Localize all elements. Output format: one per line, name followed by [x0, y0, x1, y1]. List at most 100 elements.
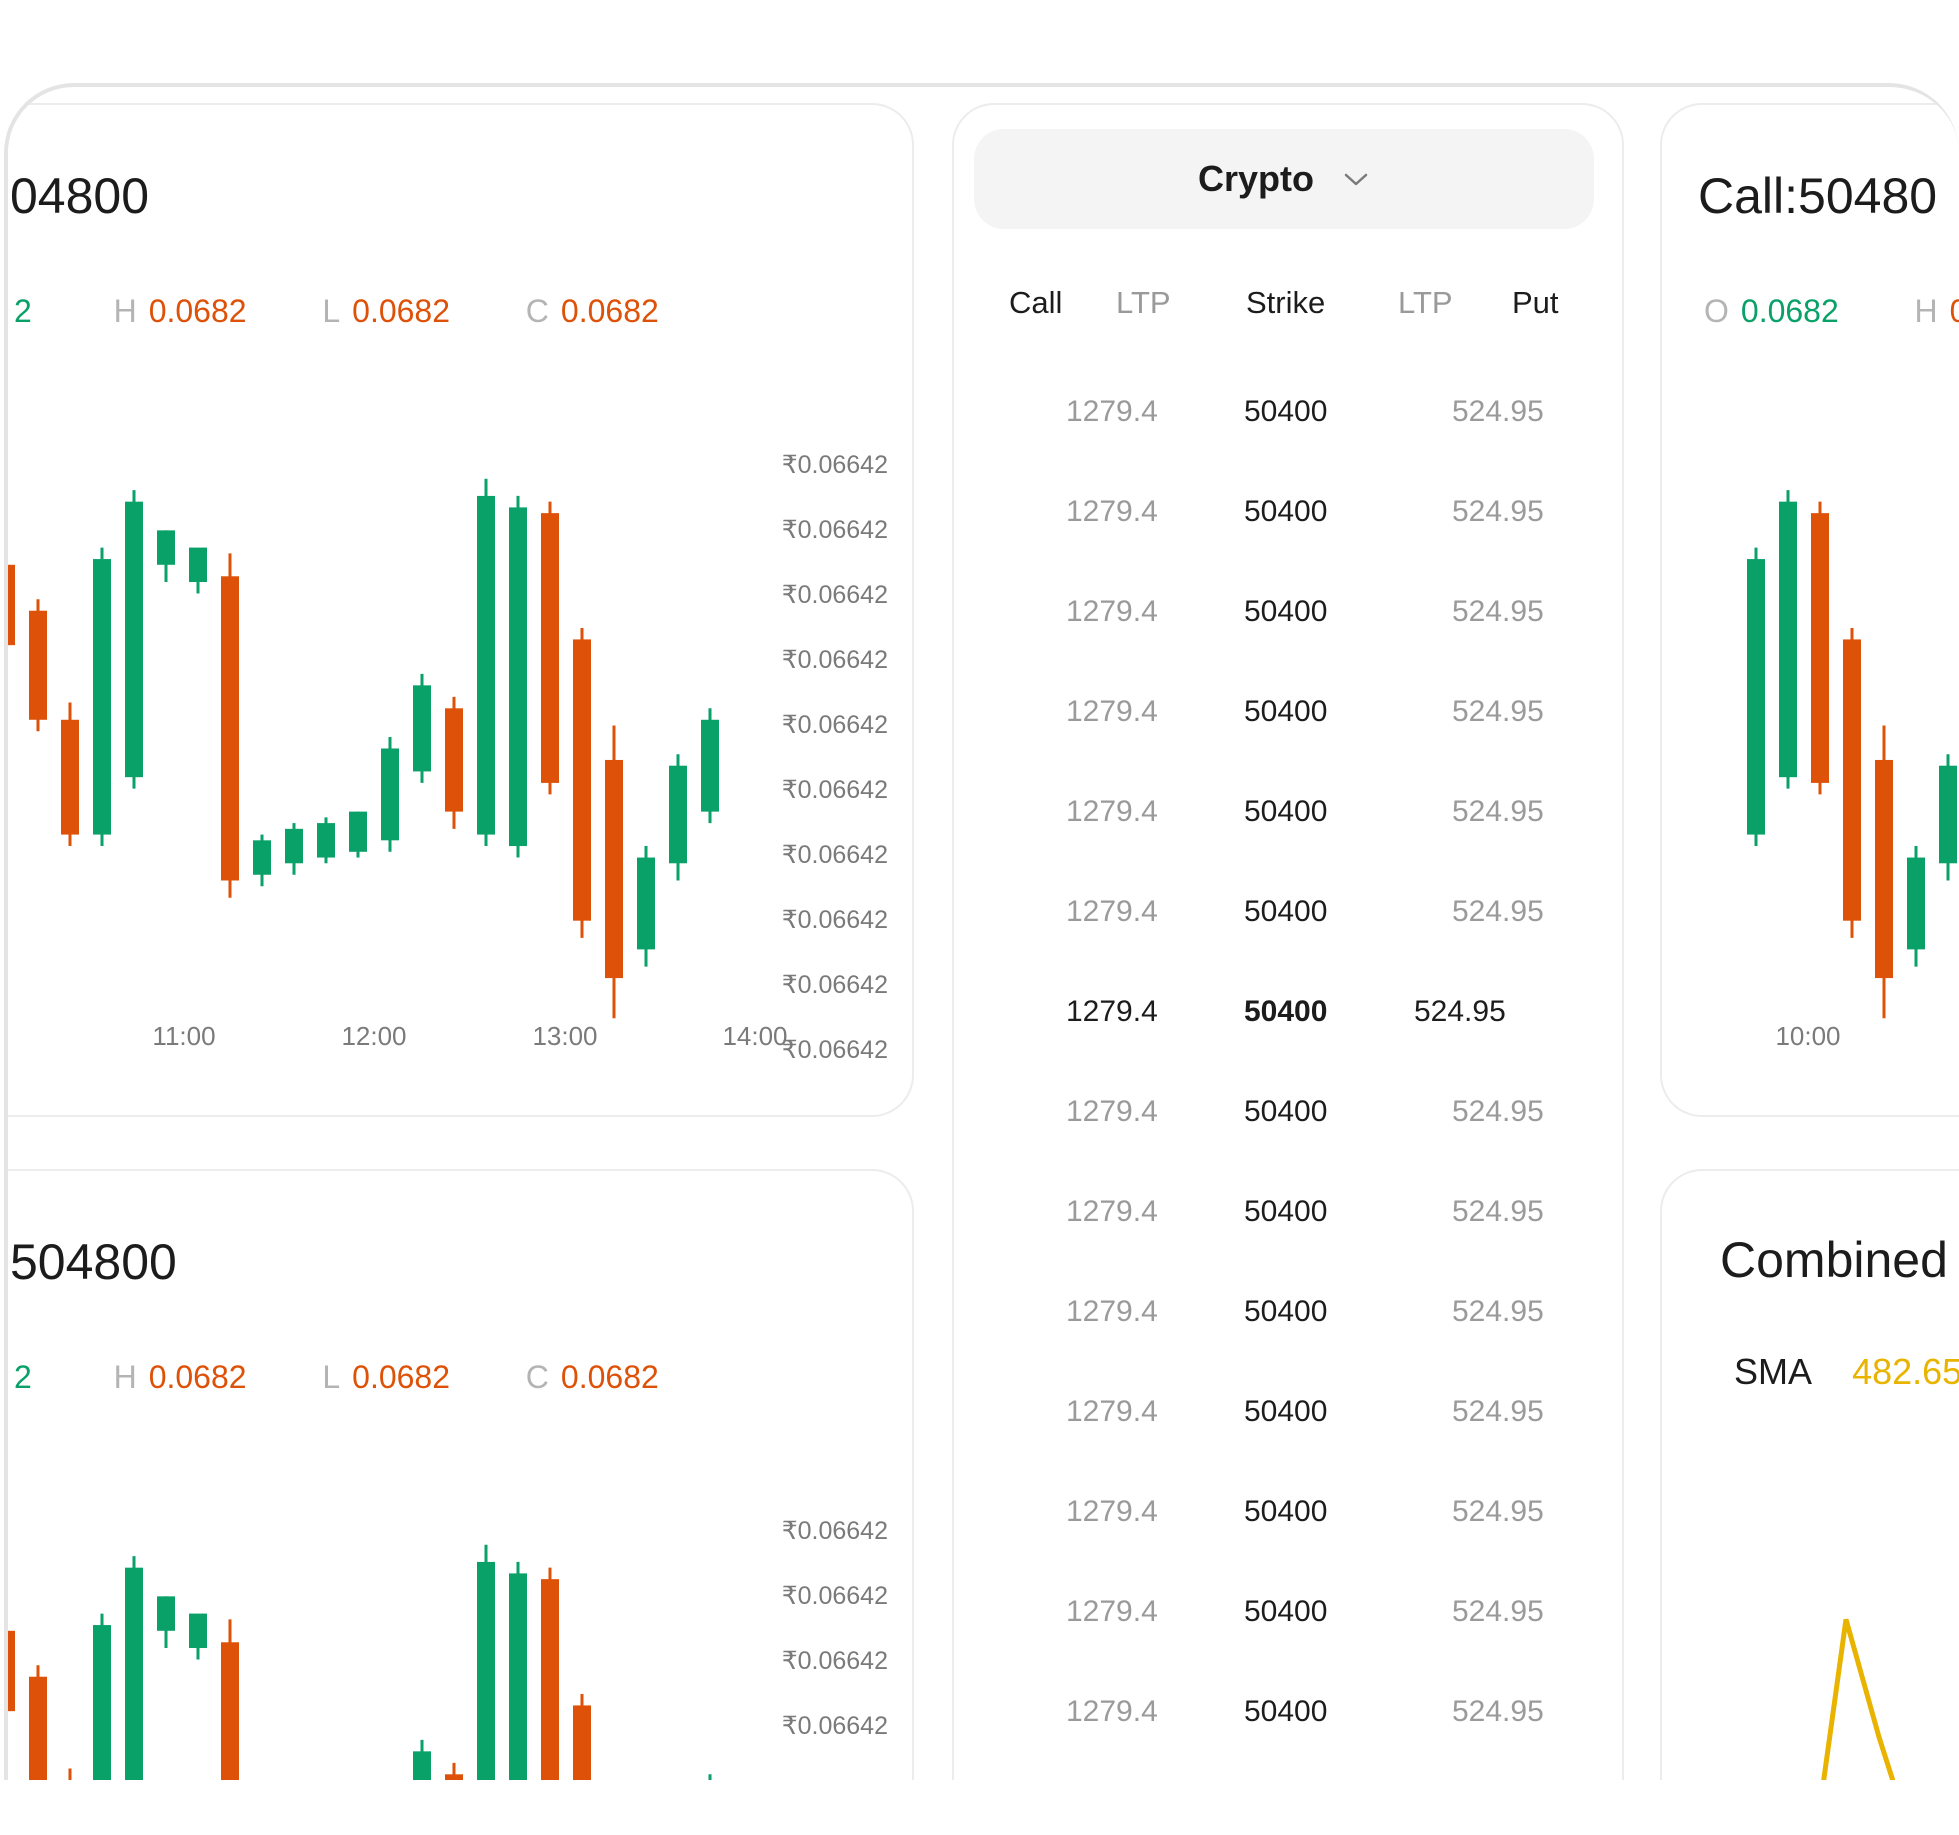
put-ltp: 524.95 — [1452, 1195, 1544, 1228]
header-call: Call — [1009, 285, 1063, 320]
put-ltp: 524.95 — [1452, 1395, 1544, 1428]
candle-body — [1843, 639, 1861, 921]
x-tick-label: 11:00 — [152, 1021, 215, 1051]
candle-body — [349, 811, 367, 852]
market-dropdown[interactable]: Crypto — [974, 129, 1594, 229]
candle — [509, 495, 527, 858]
chain-row[interactable]: 1279.4 50400 524.95 — [954, 461, 1622, 561]
sma-line-chart[interactable] — [1662, 1171, 1959, 1835]
combined-card: Combined SMA 482.65 — [1660, 1169, 1959, 1835]
chevron-down-icon — [1344, 173, 1368, 186]
candle — [317, 817, 335, 864]
candle — [381, 737, 399, 852]
candle-body — [93, 559, 111, 835]
ohlc-readout: O 0.0682 H0 — [1704, 293, 1959, 330]
ohlc-open-value: 2 — [14, 293, 32, 329]
chart-card-bottom: 504800 2 H 0.0682 L 0.0682 C 0.0682 ₹0.0664… — [4, 1169, 914, 1835]
candle — [1747, 547, 1765, 847]
candlestick-chart-top[interactable]: ₹0.06642 ₹0.06642 ₹0.06642 ₹0.06642 ₹0.06642… — [4, 105, 914, 1117]
candlestick-chart-bottom[interactable]: ₹0.06642₹0.06642₹0.06642₹0.06642₹0.06642… — [4, 1171, 914, 1835]
chart-card-right: Call:50480 O 0.0682 H0 10:00 — [1660, 103, 1959, 1117]
put-ltp: 524.95 — [1452, 1695, 1544, 1728]
call-ltp: 1279.4 — [1066, 395, 1158, 428]
sma-line — [1777, 1618, 1913, 1835]
strike-price: 50400 — [1244, 995, 1328, 1028]
call-ltp: 1279.4 — [1066, 1495, 1158, 1528]
chain-row[interactable]: 1279.4 50400 524.95 — [954, 1461, 1622, 1561]
candle — [157, 1596, 175, 1649]
candle-body — [29, 1676, 47, 1786]
call-ltp: 1279.4 — [1066, 1195, 1158, 1228]
candle-body — [1939, 765, 1957, 864]
candle-body — [541, 513, 559, 783]
candle — [605, 725, 623, 1019]
chain-row[interactable]: 1279.4 50400 524.95 — [954, 1561, 1622, 1661]
candle — [349, 811, 367, 858]
candle — [413, 673, 431, 783]
candle-body — [157, 1596, 175, 1631]
call-ltp: 1279.4 — [1066, 1595, 1158, 1628]
header-strike: Strike — [1246, 285, 1326, 320]
strike-price: 50400 — [1244, 695, 1328, 728]
chart-card-top: 04800 2 H 0.0682 L 0.0682 C 0.0682 ₹0.06642… — [4, 103, 914, 1117]
dropdown-label: Crypto — [1198, 158, 1314, 199]
ohlc-high-key: H — [113, 293, 137, 329]
candle-body — [8, 1630, 15, 1712]
y-tick-label: ₹0.06642 — [782, 971, 888, 999]
ohlc-open-value: 2 — [14, 1359, 32, 1395]
sma-readout: SMA 482.65 — [1734, 1351, 1959, 1393]
y-tick-label: ₹0.06642 — [782, 1517, 888, 1545]
ohlc-high-value: 0.0682 — [148, 1359, 247, 1395]
put-ltp: 524.95 — [1452, 495, 1544, 528]
candle-body — [637, 857, 655, 950]
chain-row[interactable]: 1279.4 50400 524.95 — [954, 861, 1622, 961]
candle — [125, 490, 143, 789]
ohlc-readout: 2 H 0.0682 L 0.0682 C 0.0682 — [14, 293, 659, 330]
strike-price: 50400 — [1244, 1295, 1328, 1328]
x-tick-label: 13:00 — [532, 1021, 597, 1051]
call-ltp: 1279.4 — [1066, 995, 1158, 1028]
chain-row[interactable]: 1279.4 50400 524.95 — [954, 661, 1622, 761]
candle — [93, 547, 111, 847]
y-tick-label: ₹0.06642 — [782, 451, 888, 479]
candle-body — [509, 1573, 527, 1835]
candle-body — [61, 719, 79, 835]
put-ltp: 524.95 — [1414, 995, 1506, 1028]
candlestick-chart-right[interactable]: 10:00 — [1662, 105, 1959, 1117]
candle-body — [445, 708, 463, 812]
header-put: Put — [1512, 285, 1559, 320]
candle-body — [221, 576, 239, 881]
call-ltp: 1279.4 — [1066, 495, 1158, 528]
y-tick-label: ₹0.06642 — [782, 516, 888, 544]
candle-body — [541, 1579, 559, 1835]
chain-row[interactable]: 1279.4 50400 524.95 — [954, 1661, 1622, 1761]
sma-value: 482.65 — [1852, 1351, 1959, 1392]
candle-body — [573, 639, 591, 921]
strike-price: 50400 — [1244, 1095, 1328, 1128]
candle — [189, 1613, 207, 1660]
candle-body — [125, 501, 143, 778]
candle — [1779, 490, 1797, 789]
strike-price: 50400 — [1244, 495, 1328, 528]
put-ltp: 524.95 — [1452, 1595, 1544, 1628]
call-ltp: 1279.4 — [1066, 1295, 1158, 1328]
candle — [221, 553, 239, 898]
y-tick-label: ₹0.06642 — [782, 1036, 888, 1064]
chain-row-atm[interactable]: 1279.4 50400 524.95 — [954, 961, 1622, 1061]
strike-price: 50400 — [1244, 1595, 1328, 1628]
candle-body — [253, 840, 271, 875]
chain-row[interactable]: 1279.4 50400 524.95 — [954, 1161, 1622, 1261]
strike-price: 50400 — [1244, 895, 1328, 928]
candle — [1843, 627, 1861, 938]
ohlc-low-key: L — [322, 1359, 341, 1395]
chain-row[interactable]: 1279.4 50400 524.95 — [954, 1261, 1622, 1361]
call-ltp: 1279.4 — [1066, 895, 1158, 928]
chain-row[interactable]: 1279.4 50400 524.95 — [954, 1061, 1622, 1161]
chain-row[interactable]: 1279.4 50400 524.95 — [954, 361, 1622, 461]
candle-body — [605, 759, 623, 979]
chain-row[interactable]: 1279.4 50400 524.95 — [954, 761, 1622, 861]
chain-row[interactable]: 1279.4 50400 524.95 — [954, 561, 1622, 661]
chart-title: Call:50480 — [1698, 168, 1938, 224]
chain-row[interactable]: 1279.4 50400 524.95 — [954, 1361, 1622, 1461]
strike-price: 50400 — [1244, 1195, 1328, 1228]
